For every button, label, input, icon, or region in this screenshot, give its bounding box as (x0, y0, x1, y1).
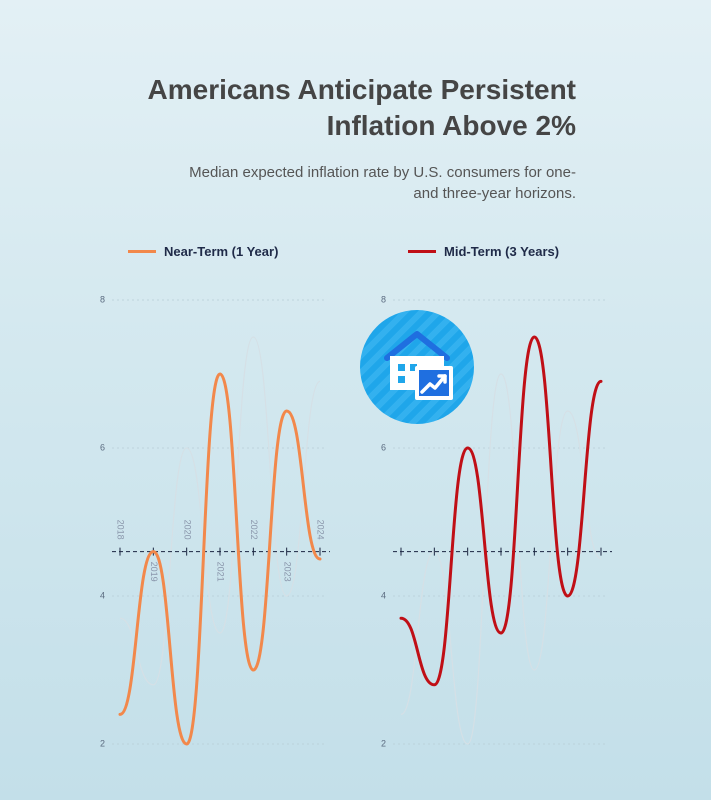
chart-0-x-tick-label: 2018 (116, 520, 126, 540)
chart-0-series-line (118, 372, 322, 746)
house-inflation-icon (384, 331, 453, 400)
chart-0-y-tick-label: 4 (100, 590, 105, 600)
chart-1-y-tick-label: 6 (381, 442, 386, 452)
chart-subtitle-line-2: and three-year horizons. (413, 185, 576, 202)
chart-0-y-tick-label: 6 (100, 442, 105, 452)
chart-0-x-tick-label: 2024 (316, 520, 326, 540)
legend-item-near-term: Near-Term (1 Year) (128, 244, 278, 259)
legend-label-near-term: Near-Term (1 Year) (164, 244, 279, 259)
chart-title: Americans Anticipate Persistent Inflatio… (56, 72, 576, 144)
chart-title-line-2: Inflation Above 2% (326, 110, 576, 141)
chart-1-y-tick-label: 8 (381, 294, 386, 304)
legend-swatch-near-term (128, 250, 156, 253)
chart-0-ghost-series-line (119, 336, 321, 686)
chart-0-x-tick-label: 2021 (216, 562, 226, 582)
house-inflation-badge (360, 310, 474, 424)
legend-label-mid-term: Mid-Term (3 Years) (444, 244, 560, 259)
chart-title-line-1: Americans Anticipate Persistent (147, 74, 576, 105)
chart-1-ghost-series-line (400, 373, 602, 745)
chart-0-x-tick-label: 2022 (249, 520, 259, 540)
chart-0-x-tick-label: 2019 (149, 562, 159, 582)
legend-swatch-mid-term (408, 250, 436, 253)
chart-0-x-tick-label: 2023 (282, 562, 292, 582)
chart-0-x-tick-label: 2020 (182, 520, 192, 540)
legend-item-mid-term: Mid-Term (3 Years) (408, 244, 559, 259)
chart-0-y-tick-label: 8 (100, 294, 105, 304)
chart-1-y-tick-label: 4 (381, 590, 386, 600)
chart-0-y-tick-label: 2 (100, 738, 105, 748)
chart-subtitle: Median expected inflation rate by U.S. c… (136, 162, 576, 204)
chart-1-y-tick-label: 2 (381, 738, 386, 748)
chart-subtitle-line-1: Median expected inflation rate by U.S. c… (189, 164, 576, 181)
